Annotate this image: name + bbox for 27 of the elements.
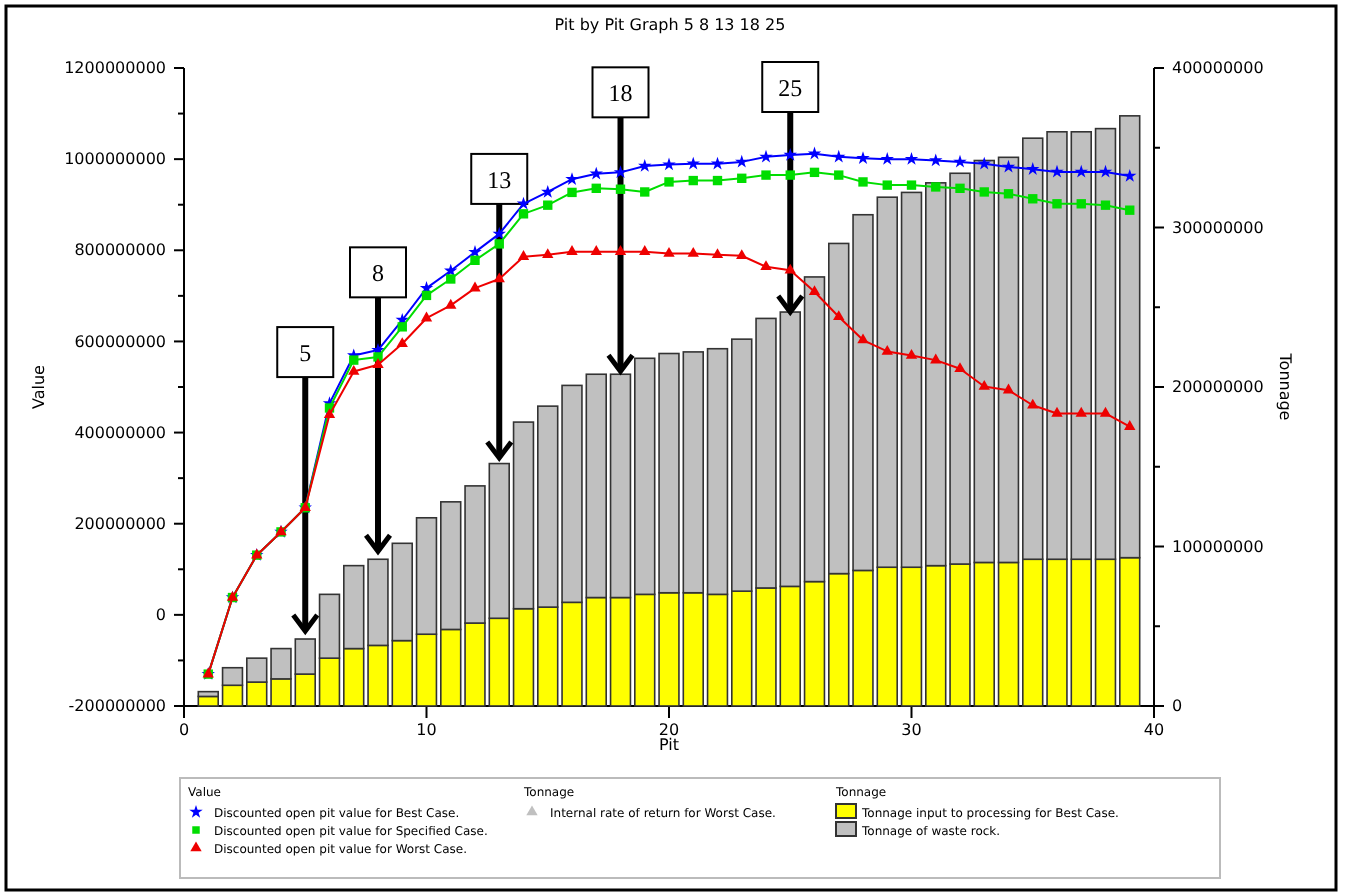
y-tick-label: 0 bbox=[155, 605, 166, 624]
annotation: 13 bbox=[487, 165, 512, 194]
y-tick-label: 400000000 bbox=[74, 423, 166, 442]
y2-tick-label: 100000000 bbox=[1172, 537, 1264, 556]
y-tick-label: 600000000 bbox=[74, 332, 166, 351]
y-axis-title: Value bbox=[30, 364, 48, 409]
y2-tick-label: 200000000 bbox=[1172, 378, 1264, 397]
x-tick-label: 40 bbox=[1143, 721, 1165, 740]
chart-title: Pit by Pit Graph 5 8 13 18 25 bbox=[554, 16, 786, 34]
annotation: 18 bbox=[608, 79, 633, 108]
y-tick-label: 200000000 bbox=[74, 514, 166, 533]
y2-tick-label: 300000000 bbox=[1172, 218, 1264, 237]
y-tick-label: -200000000 bbox=[68, 697, 166, 716]
y-tick-label: 1000000000 bbox=[64, 150, 166, 169]
x-axis-title: Pit bbox=[658, 736, 680, 754]
x-tick-label: 30 bbox=[901, 721, 922, 740]
x-tick-label: 10 bbox=[416, 721, 437, 740]
x-tick-label: 0 bbox=[178, 721, 190, 740]
x-tick-label: 20 bbox=[658, 721, 680, 740]
y-tick-label: 1200000000 bbox=[64, 59, 166, 78]
annotation: 25 bbox=[778, 74, 803, 102]
annotation: 5 bbox=[299, 339, 312, 368]
y2-axis-title: Tonnage bbox=[1276, 351, 1294, 421]
y-tick-label: 800000000 bbox=[74, 241, 166, 260]
y2-tick-label: 0 bbox=[1172, 697, 1183, 716]
annotation: 8 bbox=[372, 259, 384, 288]
y2-tick-label: 400000000 bbox=[1172, 59, 1264, 78]
